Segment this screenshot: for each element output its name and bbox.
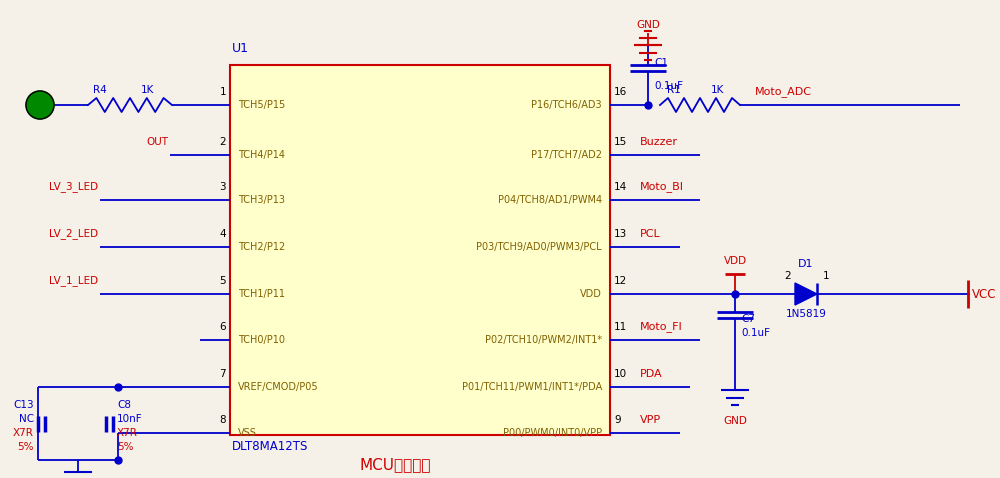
Text: VCC: VCC [972, 287, 996, 301]
Text: P01/TCH11/PWM1/INT1*/PDA: P01/TCH11/PWM1/INT1*/PDA [462, 382, 602, 392]
Text: 1K: 1K [141, 85, 155, 95]
Text: PCL: PCL [640, 229, 661, 239]
Text: 2: 2 [784, 271, 791, 281]
Text: 15: 15 [614, 137, 627, 147]
Text: 10nF: 10nF [117, 414, 143, 424]
Text: LV_3_LED: LV_3_LED [49, 181, 98, 192]
Text: D1: D1 [798, 259, 814, 269]
Text: GND: GND [636, 20, 660, 30]
Text: OUT: OUT [146, 137, 168, 147]
Text: 4: 4 [219, 229, 226, 239]
Text: TCH4/P14: TCH4/P14 [238, 150, 285, 160]
Text: PDA: PDA [640, 369, 663, 379]
Text: 8: 8 [219, 415, 226, 425]
Text: 5%: 5% [18, 443, 34, 453]
Text: 10: 10 [614, 369, 627, 379]
Text: TCH0/P10: TCH0/P10 [238, 335, 285, 345]
Text: U1: U1 [232, 42, 249, 55]
Text: TCH3/P13: TCH3/P13 [238, 195, 285, 205]
Text: P17/TCH7/AD2: P17/TCH7/AD2 [531, 150, 602, 160]
Text: P00/PWM0/INT0/VPP: P00/PWM0/INT0/VPP [503, 428, 602, 438]
Text: 13: 13 [614, 229, 627, 239]
Text: C7: C7 [741, 314, 755, 324]
Text: TCH5/P15: TCH5/P15 [238, 100, 285, 110]
Text: P03/TCH9/AD0/PWM3/PCL: P03/TCH9/AD0/PWM3/PCL [476, 242, 602, 252]
Text: TCH1/P11: TCH1/P11 [238, 289, 285, 299]
Text: 14: 14 [614, 182, 627, 192]
Text: VPP: VPP [640, 415, 661, 425]
Text: TCH2/P12: TCH2/P12 [238, 242, 285, 252]
Text: LV_2_LED: LV_2_LED [49, 228, 98, 239]
Text: R1: R1 [667, 85, 681, 95]
Text: X7R: X7R [13, 428, 34, 438]
Text: VDD: VDD [580, 289, 602, 299]
Text: Moto_BI: Moto_BI [640, 181, 684, 192]
Text: 5: 5 [219, 276, 226, 286]
Text: LV_1_LED: LV_1_LED [49, 275, 98, 286]
FancyBboxPatch shape [230, 65, 610, 435]
Text: VSS: VSS [238, 428, 257, 438]
Text: C1: C1 [654, 58, 668, 68]
Text: 6: 6 [219, 322, 226, 332]
Text: R4: R4 [93, 85, 107, 95]
Text: 11: 11 [614, 322, 627, 332]
Text: 1N5819: 1N5819 [786, 309, 826, 319]
Polygon shape [795, 283, 817, 305]
Text: P04/TCH8/AD1/PWM4: P04/TCH8/AD1/PWM4 [498, 195, 602, 205]
Text: 16: 16 [614, 87, 627, 97]
Text: 2: 2 [219, 137, 226, 147]
Text: Moto_ADC: Moto_ADC [755, 86, 812, 97]
Text: 3: 3 [219, 182, 226, 192]
Text: Buzzer: Buzzer [640, 137, 678, 147]
Text: C8: C8 [117, 401, 131, 411]
Text: 1: 1 [219, 87, 226, 97]
Text: 12: 12 [614, 276, 627, 286]
Text: 7: 7 [219, 369, 226, 379]
Text: 1: 1 [823, 271, 830, 281]
Text: P02/TCH10/PWM2/INT1*: P02/TCH10/PWM2/INT1* [485, 335, 602, 345]
Text: X7R: X7R [117, 428, 138, 438]
Text: P16/TCH6/AD3: P16/TCH6/AD3 [531, 100, 602, 110]
Text: NC: NC [19, 414, 34, 424]
Text: 0.1uF: 0.1uF [741, 328, 770, 338]
Text: 1K: 1K [711, 85, 725, 95]
Circle shape [26, 91, 54, 119]
Text: VREF/CMOD/P05: VREF/CMOD/P05 [238, 382, 319, 392]
Text: DLT8MA12TS: DLT8MA12TS [232, 440, 308, 453]
Text: MCU控制电路: MCU控制电路 [359, 457, 431, 472]
Text: C13: C13 [13, 401, 34, 411]
Text: 5%: 5% [117, 443, 134, 453]
Text: Moto_FI: Moto_FI [640, 321, 683, 332]
Text: 0.1uF: 0.1uF [654, 81, 683, 91]
Text: 9: 9 [614, 415, 621, 425]
Text: VDD: VDD [723, 256, 747, 266]
Text: GND: GND [723, 416, 747, 426]
